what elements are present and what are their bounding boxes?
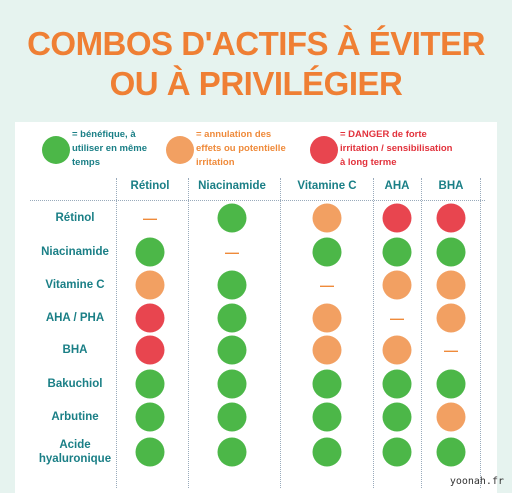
status-dot xyxy=(135,402,165,432)
status-dot xyxy=(217,402,247,432)
row-label: Rétinol xyxy=(55,212,95,224)
column-divider xyxy=(421,178,422,488)
status-dot xyxy=(312,402,342,432)
status-dot xyxy=(436,270,466,300)
status-dot xyxy=(382,203,412,233)
no-combo: — xyxy=(320,277,334,293)
status-dot xyxy=(312,303,342,333)
legend-text: temps xyxy=(72,157,100,168)
row-label: BHA xyxy=(62,344,88,356)
status-dot xyxy=(382,402,412,432)
status-dot xyxy=(217,335,247,365)
watermark: yoonah.fr xyxy=(449,476,504,487)
header-divider xyxy=(30,200,485,201)
row-label: AHA / PHA xyxy=(45,312,105,324)
status-dot xyxy=(135,270,165,300)
status-dot xyxy=(436,203,466,233)
status-dot xyxy=(382,335,412,365)
status-dot xyxy=(312,335,342,365)
status-dot xyxy=(436,437,466,467)
status-dot xyxy=(382,270,412,300)
status-dot xyxy=(135,237,165,267)
status-dot xyxy=(217,303,247,333)
no-combo: — xyxy=(390,310,404,326)
status-dot xyxy=(135,369,165,399)
status-dot xyxy=(436,402,466,432)
status-dot xyxy=(382,369,412,399)
title-line: OU À PRIVILÉGIER xyxy=(109,65,403,102)
column-divider xyxy=(116,178,117,488)
legend-text: = annulation des xyxy=(196,129,272,140)
row-label: Niacinamide xyxy=(41,246,109,258)
no-combo: — xyxy=(444,342,458,358)
row-label: Bakuchiol xyxy=(47,378,103,390)
legend-text: = bénéfique, à xyxy=(72,129,136,140)
column-divider xyxy=(373,178,374,488)
legend-text: irritation / sensibilisation xyxy=(340,143,453,154)
column-divider xyxy=(188,178,189,488)
no-combo: — xyxy=(225,244,239,260)
legend-text: à long terme xyxy=(340,157,397,168)
status-dot xyxy=(312,437,342,467)
status-dot xyxy=(382,437,412,467)
panel xyxy=(15,122,497,493)
status-dot xyxy=(217,437,247,467)
status-dot xyxy=(436,303,466,333)
column-divider xyxy=(280,178,281,488)
legend-dot xyxy=(310,136,338,164)
column-header: Vitamine C xyxy=(297,180,357,192)
status-dot xyxy=(135,437,165,467)
status-dot xyxy=(135,303,165,333)
legend-text: = DANGER de forte xyxy=(340,129,427,140)
status-dot xyxy=(312,369,342,399)
status-dot xyxy=(135,335,165,365)
status-dot xyxy=(217,203,247,233)
legend-dot xyxy=(42,136,70,164)
status-dot xyxy=(312,203,342,233)
status-dot xyxy=(436,369,466,399)
column-header: Niacinamide xyxy=(198,180,266,192)
legend-text: effets ou potentielle xyxy=(196,143,286,154)
row-label: Vitamine C xyxy=(45,279,105,291)
title-line: COMBOS D'ACTIFS À ÉVITER xyxy=(27,25,485,62)
no-combo: — xyxy=(143,210,157,226)
row-label: Acide hyaluronique xyxy=(38,439,112,465)
column-header: AHA xyxy=(384,180,410,192)
legend-text: irritation xyxy=(196,157,235,168)
legend-text: utiliser en même xyxy=(72,143,147,154)
status-dot xyxy=(312,237,342,267)
column-header: Rétinol xyxy=(130,180,170,192)
column-header: BHA xyxy=(438,180,464,192)
status-dot xyxy=(382,237,412,267)
status-dot xyxy=(436,237,466,267)
row-label: Arbutine xyxy=(51,411,99,423)
legend-dot xyxy=(166,136,194,164)
status-dot xyxy=(217,270,247,300)
column-divider xyxy=(480,178,481,488)
status-dot xyxy=(217,369,247,399)
